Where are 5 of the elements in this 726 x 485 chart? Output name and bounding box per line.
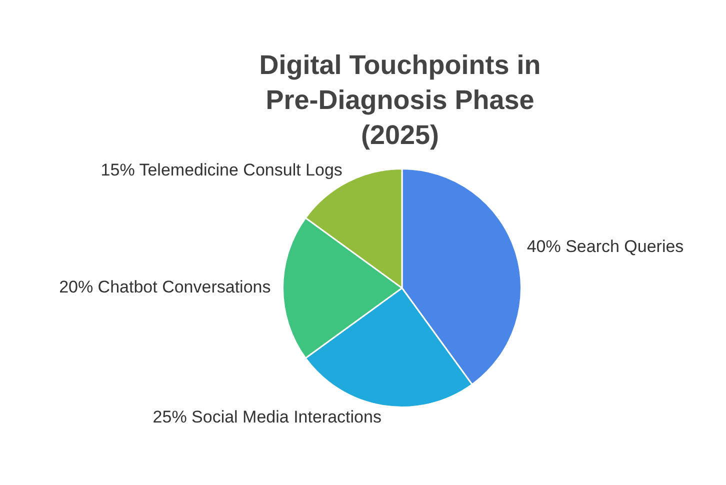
chart-title: Digital Touchpoints in Pre-Diagnosis Phase (2025) — [258, 49, 542, 152]
slice-label: 40% Search Queries — [526, 237, 684, 256]
slice-label: 25% Social Media Interactions — [152, 407, 382, 426]
slice-label: 15% Telemedicine Consult Logs — [100, 160, 342, 180]
slice-label: 20% Chatbot Conversations — [59, 278, 271, 297]
